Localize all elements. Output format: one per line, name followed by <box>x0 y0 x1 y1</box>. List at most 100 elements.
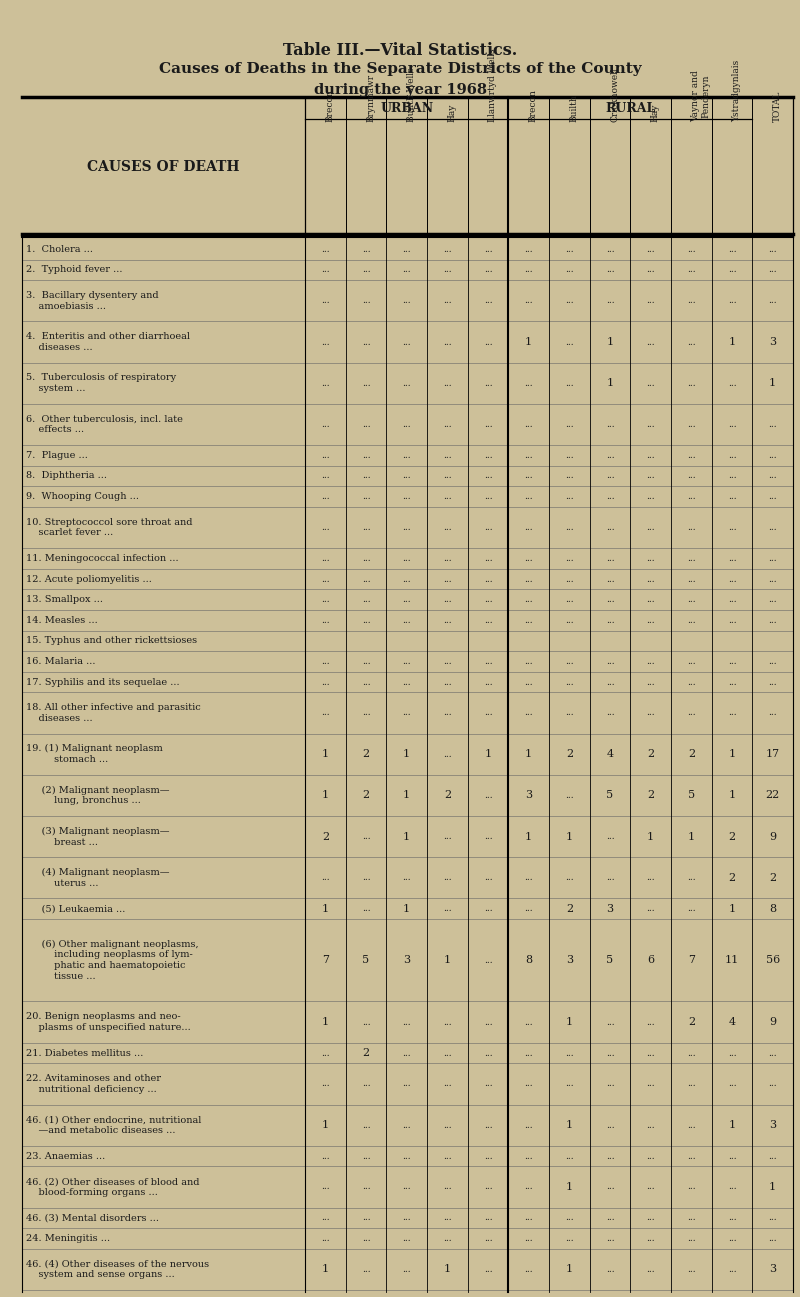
Text: ...: ... <box>321 616 330 625</box>
Text: 1: 1 <box>769 379 776 388</box>
Text: ...: ... <box>484 873 492 882</box>
Text: 17. Syphilis and its sequelae ...: 17. Syphilis and its sequelae ... <box>26 677 180 686</box>
Text: ...: ... <box>362 677 370 686</box>
Text: (5) Leukaemia ...: (5) Leukaemia ... <box>26 904 126 913</box>
Text: ...: ... <box>484 575 492 584</box>
Text: 2: 2 <box>566 904 573 914</box>
Text: ...: ... <box>402 1214 411 1222</box>
Text: ...: ... <box>321 337 330 346</box>
Text: 8.  Diphtheria ...: 8. Diphtheria ... <box>26 472 107 480</box>
Text: ...: ... <box>728 1048 736 1057</box>
Text: ...: ... <box>362 245 370 254</box>
Text: ...: ... <box>443 708 452 717</box>
Text: ...: ... <box>565 245 574 254</box>
Text: ...: ... <box>768 296 777 305</box>
Text: ...: ... <box>321 658 330 665</box>
Text: ...: ... <box>606 266 614 275</box>
Text: ...: ... <box>402 677 411 686</box>
Text: 46. (1) Other endocrine, nutritional
    —and metabolic diseases ...: 46. (1) Other endocrine, nutritional —an… <box>26 1115 202 1135</box>
Text: ...: ... <box>362 296 370 305</box>
Text: 3: 3 <box>403 956 410 965</box>
Text: ...: ... <box>687 575 696 584</box>
Text: ...: ... <box>687 1079 696 1088</box>
Text: ...: ... <box>484 956 492 965</box>
Text: 2: 2 <box>729 831 735 842</box>
Text: ...: ... <box>362 1233 370 1243</box>
Text: ...: ... <box>606 1233 614 1243</box>
Text: ...: ... <box>565 554 574 563</box>
Text: ...: ... <box>606 1121 614 1130</box>
Text: ...: ... <box>646 904 655 913</box>
Text: ...: ... <box>565 616 574 625</box>
Text: ...: ... <box>484 904 492 913</box>
Text: Brynmawr: Brynmawr <box>366 74 375 122</box>
Text: ...: ... <box>362 337 370 346</box>
Text: (6) Other malignant neoplasms,
         including neoplasms of lym-
         pha: (6) Other malignant neoplasms, including… <box>26 939 198 981</box>
Text: 46. (3) Mental disorders ...: 46. (3) Mental disorders ... <box>26 1214 159 1222</box>
Text: ...: ... <box>687 523 696 532</box>
Text: ...: ... <box>443 296 452 305</box>
Text: ...: ... <box>402 266 411 275</box>
Text: 1: 1 <box>729 750 735 759</box>
Text: ...: ... <box>687 451 696 460</box>
Text: 1: 1 <box>322 1121 329 1130</box>
Text: ...: ... <box>524 708 533 717</box>
Text: ...: ... <box>565 873 574 882</box>
Text: ...: ... <box>524 616 533 625</box>
Text: Hay: Hay <box>650 104 660 122</box>
Text: ...: ... <box>402 379 411 388</box>
Text: ...: ... <box>728 1265 736 1274</box>
Text: ...: ... <box>362 1152 370 1161</box>
Text: ...: ... <box>484 451 492 460</box>
Text: ...: ... <box>524 1265 533 1274</box>
Text: ...: ... <box>321 1079 330 1088</box>
Text: Llanwrtyd Wells: Llanwrtyd Wells <box>488 48 497 122</box>
Text: ...: ... <box>646 266 655 275</box>
Text: ...: ... <box>443 677 452 686</box>
Text: ...: ... <box>524 1018 533 1027</box>
Text: ...: ... <box>687 1265 696 1274</box>
Text: 46. (2) Other diseases of blood and
    blood-forming organs ...: 46. (2) Other diseases of blood and bloo… <box>26 1178 199 1197</box>
Text: ...: ... <box>606 554 614 563</box>
Text: 7: 7 <box>322 956 329 965</box>
Text: ...: ... <box>524 379 533 388</box>
Text: ...: ... <box>524 420 533 429</box>
Text: ...: ... <box>565 420 574 429</box>
Text: 5: 5 <box>606 956 614 965</box>
Text: ...: ... <box>768 245 777 254</box>
Text: ...: ... <box>402 554 411 563</box>
Text: ...: ... <box>687 1152 696 1161</box>
Text: ...: ... <box>443 523 452 532</box>
Text: 3: 3 <box>769 1265 776 1275</box>
Text: ...: ... <box>728 677 736 686</box>
Text: ...: ... <box>402 658 411 665</box>
Text: ...: ... <box>687 708 696 717</box>
Text: ...: ... <box>646 616 655 625</box>
Text: 12. Acute poliomyelitis ...: 12. Acute poliomyelitis ... <box>26 575 152 584</box>
Text: ...: ... <box>362 1121 370 1130</box>
Text: ...: ... <box>768 677 777 686</box>
Text: ...: ... <box>606 1265 614 1274</box>
Text: 17: 17 <box>766 750 780 759</box>
Text: ...: ... <box>565 1079 574 1088</box>
Text: ...: ... <box>728 595 736 604</box>
Text: ...: ... <box>646 1048 655 1057</box>
Text: ...: ... <box>362 616 370 625</box>
Text: ...: ... <box>646 1121 655 1130</box>
Text: ...: ... <box>728 658 736 665</box>
Text: ...: ... <box>402 873 411 882</box>
Text: ...: ... <box>565 658 574 665</box>
Text: 1: 1 <box>606 337 614 348</box>
Text: ...: ... <box>321 1233 330 1243</box>
Text: ...: ... <box>321 1183 330 1192</box>
Text: ...: ... <box>687 904 696 913</box>
Text: ...: ... <box>362 492 370 501</box>
Text: ...: ... <box>646 1183 655 1192</box>
Text: ...: ... <box>687 873 696 882</box>
Text: ...: ... <box>768 554 777 563</box>
Text: ...: ... <box>687 266 696 275</box>
Text: ...: ... <box>768 523 777 532</box>
Text: ...: ... <box>646 1214 655 1222</box>
Text: ...: ... <box>687 1121 696 1130</box>
Text: ...: ... <box>362 1183 370 1192</box>
